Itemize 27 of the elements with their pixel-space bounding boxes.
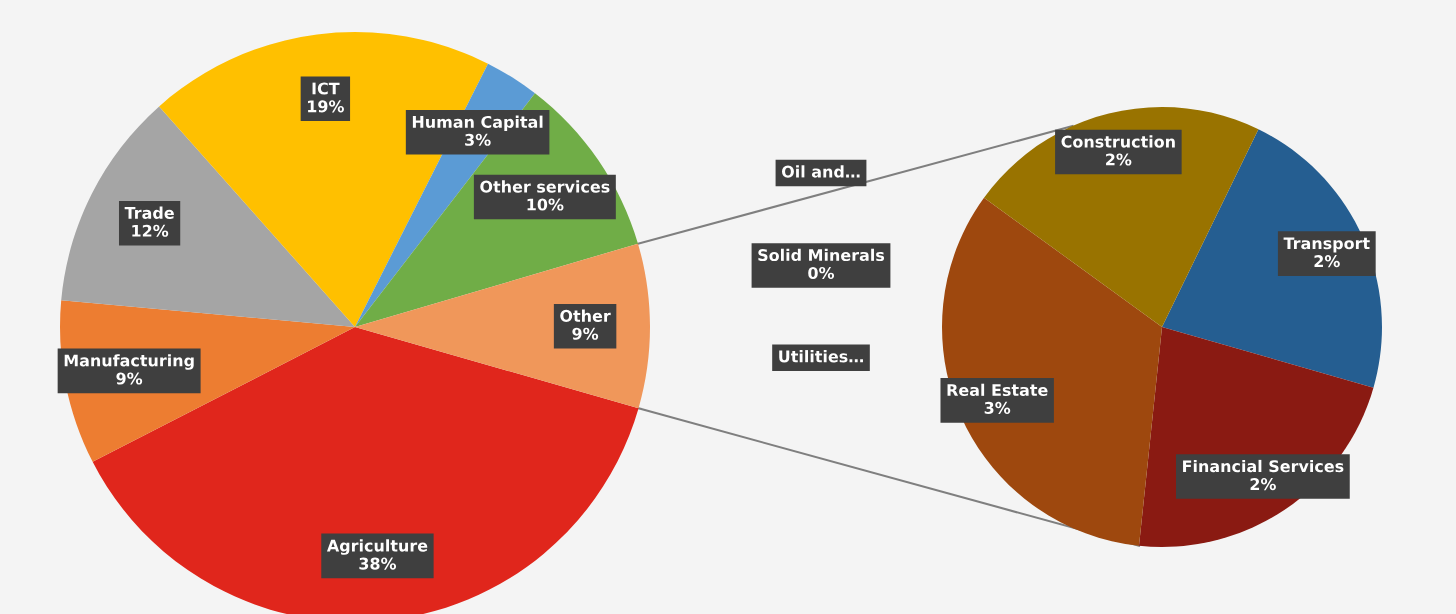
data-label: 2% <box>1250 478 1276 491</box>
text: 0% <box>808 266 835 279</box>
slice-label: Other services <box>480 180 610 193</box>
slice-label: Trade <box>124 206 174 219</box>
slice-label: Construction <box>1061 135 1175 148</box>
data-label: 3% <box>465 133 491 146</box>
slice-label: ICT <box>312 82 340 95</box>
data-label: 12% <box>132 224 169 237</box>
data-label: 10% <box>527 198 564 211</box>
slice-label: Human Capital <box>412 115 543 132</box>
data-label: 3% <box>984 401 1011 414</box>
data-label: 9% <box>572 327 599 340</box>
data-label: 38% <box>359 557 397 570</box>
category-label: Utilities… <box>779 350 863 363</box>
slice-label: Real Estate <box>947 383 1048 397</box>
slice-label: Other <box>560 309 611 322</box>
data-label: 2% <box>1106 153 1132 166</box>
data-label: 9% <box>116 372 143 385</box>
data-label: 19% <box>308 100 344 113</box>
data-label: 2% <box>1314 255 1340 268</box>
category-label: Solid Minerals <box>758 248 885 262</box>
slice-label: Financial Services <box>1183 459 1344 473</box>
pie-slice <box>942 197 1162 546</box>
slice-label: Manufacturing <box>64 354 194 370</box>
slice-label: Transport <box>1283 237 1370 253</box>
category-label: Oil and… <box>781 165 860 178</box>
slice-label: Agriculture <box>326 539 428 555</box>
